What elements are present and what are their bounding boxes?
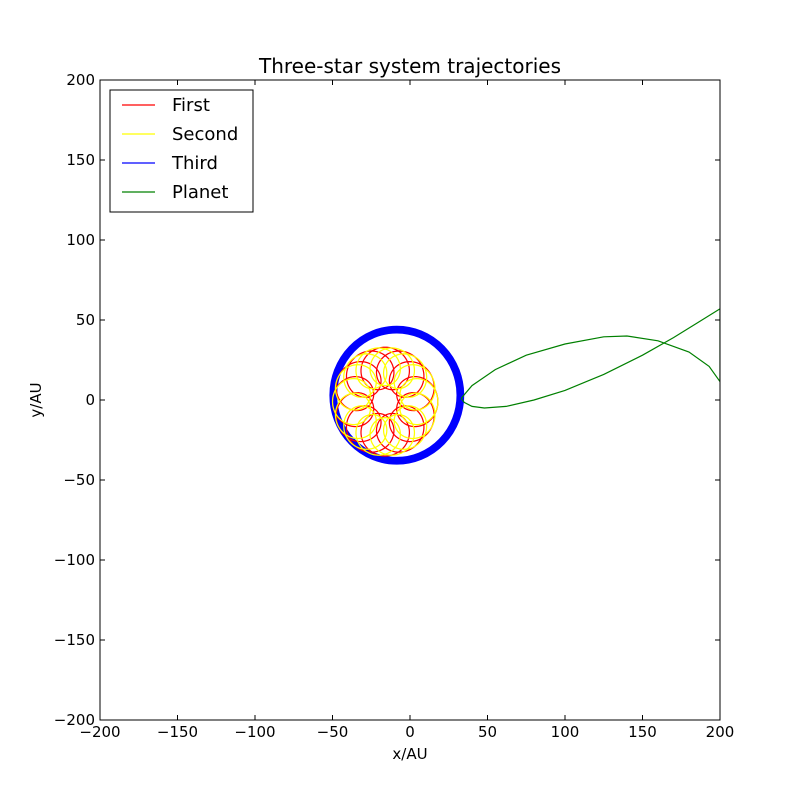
legend-label-second: Second bbox=[172, 124, 238, 145]
legend-label-first: First bbox=[172, 95, 210, 116]
y-tick-label: −150 bbox=[54, 631, 95, 649]
y-tick-label: −100 bbox=[54, 551, 95, 569]
y-axis-label: y/AU bbox=[27, 382, 45, 417]
chart-title: Three-star system trajectories bbox=[258, 54, 561, 78]
x-tick-label: 100 bbox=[551, 723, 580, 741]
tick-layer: −200 −150 −100 −50 0 50 100 150 200 −200 −150 −100 −… bbox=[54, 71, 735, 741]
x-tick-label: −150 bbox=[157, 723, 198, 741]
x-tick-label: 50 bbox=[478, 723, 497, 741]
legend-label-planet: Planet bbox=[172, 182, 228, 203]
y-tick-label: 50 bbox=[76, 311, 95, 329]
x-tick-label: 0 bbox=[405, 723, 415, 741]
y-tick-label: −200 bbox=[54, 711, 95, 729]
y-tick-label: 200 bbox=[66, 71, 95, 89]
series-second-trajectory bbox=[331, 347, 439, 456]
x-axis-label: x/AU bbox=[392, 745, 427, 763]
series-layer bbox=[329, 308, 720, 465]
x-tick-label: 200 bbox=[706, 723, 735, 741]
y-tick-label: −50 bbox=[63, 471, 95, 489]
x-tick-label: −50 bbox=[317, 723, 349, 741]
legend: First Second Third Planet bbox=[109, 89, 254, 213]
x-tick-label: −100 bbox=[234, 723, 275, 741]
series-planet-trajectory bbox=[460, 308, 720, 409]
y-tick-label: 0 bbox=[85, 391, 95, 409]
x-tick-label: 150 bbox=[628, 723, 657, 741]
y-tick-label: 150 bbox=[66, 151, 95, 169]
legend-label-third: Third bbox=[171, 153, 218, 174]
x-tick-label: −200 bbox=[79, 723, 120, 741]
y-tick-label: 100 bbox=[66, 231, 95, 249]
